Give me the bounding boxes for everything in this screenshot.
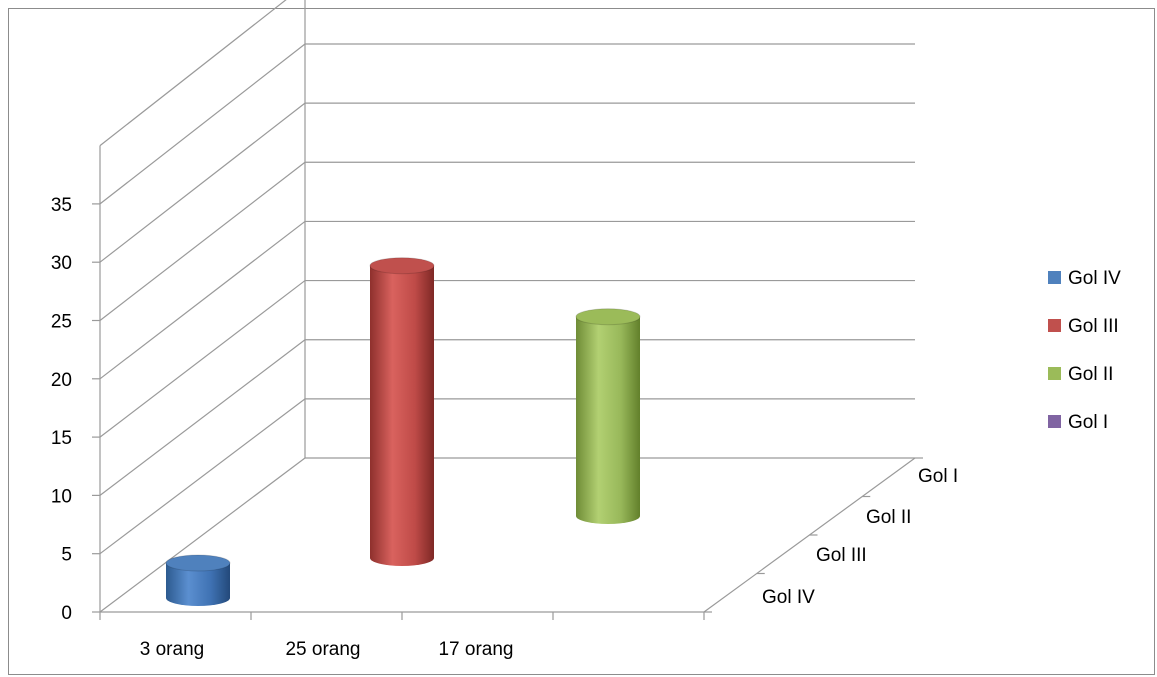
legend-swatch <box>1048 271 1061 284</box>
bar-gol-iii <box>369 257 435 566</box>
bar-body <box>576 316 640 524</box>
y-tick-label: 5 <box>61 545 72 566</box>
legend-swatch <box>1048 415 1061 428</box>
legend-label: Gol IV <box>1068 268 1121 289</box>
legend: Gol IV Gol III Gol II Gol I <box>1048 268 1121 433</box>
bar-top <box>165 554 231 572</box>
legend-label: Gol II <box>1068 364 1113 385</box>
y-tick-label: 0 <box>61 603 72 624</box>
labels-layer: 0 5 10 15 20 25 30 35 3 orang 25 orang 17 orang Gol… <box>51 195 958 660</box>
gridline-side <box>99 457 306 613</box>
bar-gol-ii <box>575 308 641 524</box>
axes-layer <box>92 0 923 620</box>
legend-item: Gol III <box>1048 316 1119 337</box>
depth-tick-label: Gol IV <box>762 587 815 608</box>
gridline-side <box>99 339 306 496</box>
y-tick-label: 20 <box>51 370 72 391</box>
legend-label: Gol III <box>1068 316 1119 337</box>
y-tick-label: 25 <box>51 312 72 333</box>
bar-gol-iv <box>165 554 231 606</box>
x-tick-label: 17 orang <box>438 639 513 660</box>
bar-body <box>370 265 434 566</box>
bar-top <box>369 257 435 275</box>
depth-tick-label: Gol III <box>816 545 867 566</box>
y-tick-label: 30 <box>51 253 72 274</box>
legend-swatch <box>1048 367 1061 380</box>
gridline-side <box>99 220 306 380</box>
x-tick-label: 25 orang <box>285 639 360 660</box>
gridline-side <box>99 102 306 263</box>
y-tick-label: 15 <box>51 428 72 449</box>
bar-top <box>575 308 641 326</box>
legend-swatch <box>1048 319 1061 332</box>
y-tick-label: 35 <box>51 195 72 216</box>
gridline-side <box>99 161 306 321</box>
depth-tick-label: Gol II <box>866 507 911 528</box>
depth-tick-label: Gol I <box>918 466 958 487</box>
gridline-side <box>99 398 306 555</box>
legend-item: Gol IV <box>1048 268 1121 289</box>
gridline-side <box>99 0 287 147</box>
gridline-side <box>99 280 306 438</box>
bars-layer <box>165 257 641 606</box>
legend-label: Gol I <box>1068 412 1108 433</box>
legend-item: Gol II <box>1048 364 1113 385</box>
bar-body <box>166 563 230 606</box>
x-tick-label: 3 orang <box>140 639 204 660</box>
legend-item: Gol I <box>1048 412 1108 433</box>
y-tick-label: 10 <box>51 486 72 507</box>
gridline-side <box>99 43 306 205</box>
